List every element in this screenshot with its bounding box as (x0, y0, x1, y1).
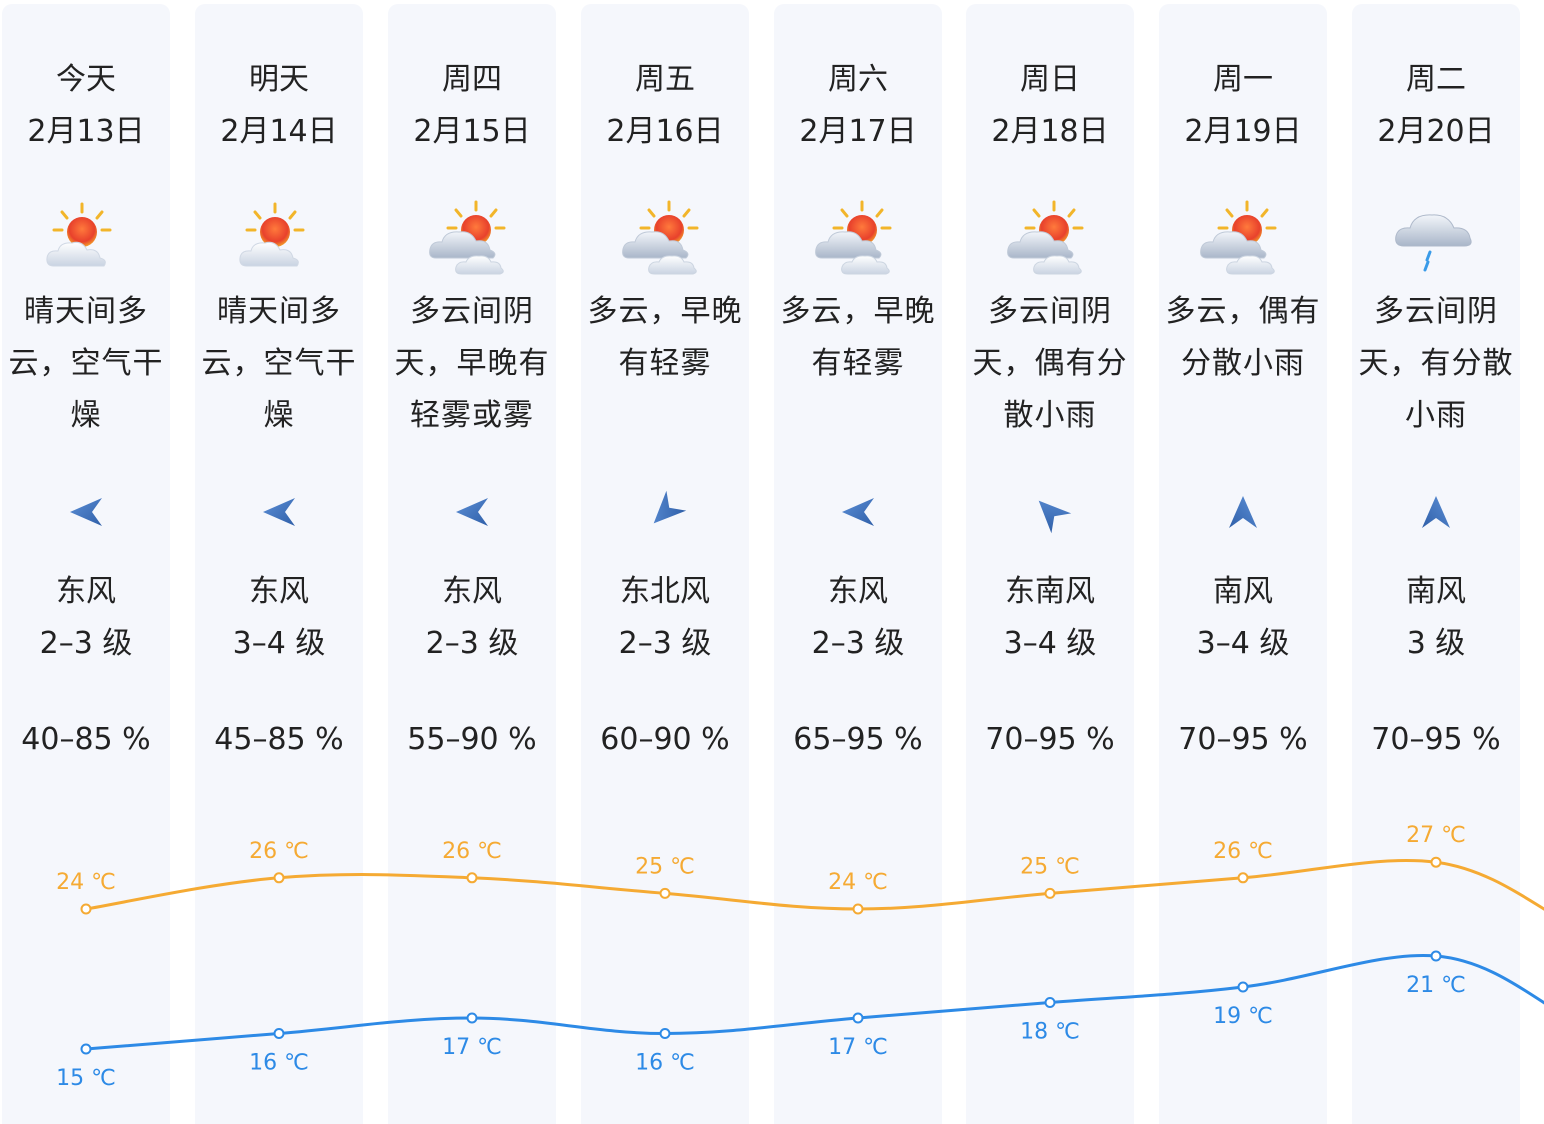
wind-direction: 东南风 (1005, 574, 1095, 609)
weather-desc-line: 有轻雾 (811, 346, 905, 381)
day-date: 2月14日 (220, 114, 338, 149)
partly-cloudy-icon (814, 200, 902, 280)
day-column[interactable]: 明天 2月14日 (195, 4, 363, 1124)
day-date: 2月13日 (27, 114, 145, 149)
humidity: 70–95 % (1371, 722, 1501, 757)
west-arrow-icon (444, 484, 500, 540)
day-name: 周四 (442, 62, 502, 97)
weather-description: 晴天间多云，空气干燥 (195, 286, 363, 442)
wind-level: 3 级 (1406, 626, 1466, 661)
wind-level: 2–3 级 (39, 626, 133, 661)
north-arrow-icon (1215, 484, 1271, 540)
southwest-arrow-icon (637, 484, 693, 540)
north-arrow-icon (1408, 484, 1464, 540)
humidity: 65–95 % (793, 722, 923, 757)
day-column[interactable]: 今天 2月13日 (2, 4, 170, 1124)
weather-desc-line: 晴天间多 (24, 294, 148, 329)
wind-direction: 东风 (828, 574, 888, 609)
humidity: 40–85 % (21, 722, 151, 757)
weather-desc-line: 多云间阴 (1374, 294, 1498, 329)
humidity: 70–95 % (1178, 722, 1308, 757)
wind-level: 2–3 级 (618, 626, 712, 661)
day-name: 周六 (828, 62, 888, 97)
day-date: 2月18日 (991, 114, 1109, 149)
day-column[interactable]: 周二 2月20日 多云间阴天，有分散小雨 (1352, 4, 1520, 1124)
day-column[interactable]: 周四 2月15日 (388, 4, 556, 1124)
wind-level: 2–3 级 (425, 626, 519, 661)
weather-description: 多云间阴天，有分散小雨 (1352, 286, 1520, 442)
day-date: 2月19日 (1184, 114, 1302, 149)
weather-desc-line: 天，有分散 (1358, 346, 1514, 381)
west-arrow-icon (830, 484, 886, 540)
weather-desc-line: 分散小雨 (1181, 346, 1305, 381)
wind-direction: 东风 (56, 574, 116, 609)
weather-desc-line: 云，空气干 (201, 346, 357, 381)
northwest-arrow-icon (1022, 484, 1078, 540)
weather-description: 晴天间多云，空气干燥 (2, 286, 170, 442)
wind-level: 3–4 级 (232, 626, 326, 661)
weather-desc-line: 天，早晚有 (394, 346, 550, 381)
weather-desc-line: 小雨 (1405, 398, 1467, 433)
wind-direction: 东风 (249, 574, 309, 609)
partly-cloudy-icon (428, 200, 516, 280)
day-name: 周一 (1213, 62, 1273, 97)
day-column[interactable]: 周六 2月17日 (774, 4, 942, 1124)
wind-direction: 东风 (442, 574, 502, 609)
day-name: 周二 (1406, 62, 1466, 97)
humidity: 55–90 % (407, 722, 537, 757)
weather-description: 多云，偶有分散小雨 (1159, 286, 1327, 390)
humidity: 70–95 % (985, 722, 1115, 757)
west-arrow-icon (58, 484, 114, 540)
wind-level: 3–4 级 (1196, 626, 1290, 661)
day-date: 2月15日 (413, 114, 531, 149)
west-arrow-icon (251, 484, 307, 540)
weather-desc-line: 多云，早晚 (587, 294, 743, 329)
wind-level: 2–3 级 (811, 626, 905, 661)
day-name: 周五 (635, 62, 695, 97)
day-name: 明天 (249, 62, 309, 97)
weather-description: 多云，早晚有轻雾 (774, 286, 942, 390)
weather-description: 多云间阴天，早晚有轻雾或雾 (388, 286, 556, 442)
sunny-cloudy-icon (235, 200, 323, 280)
weather-desc-line: 燥 (263, 398, 295, 433)
weather-description: 多云，早晚有轻雾 (581, 286, 749, 390)
partly-cloudy-icon (621, 200, 709, 280)
day-date: 2月20日 (1377, 114, 1495, 149)
humidity: 45–85 % (214, 722, 344, 757)
weather-desc-line: 天，偶有分 (972, 346, 1128, 381)
weather-desc-line: 云，空气干 (8, 346, 164, 381)
weather-desc-line: 多云，早晚 (780, 294, 936, 329)
humidity: 60–90 % (600, 722, 730, 757)
weather-desc-line: 轻雾或雾 (410, 398, 534, 433)
day-column[interactable]: 周一 2月19日 (1159, 4, 1327, 1124)
partly-cloudy-icon (1006, 200, 1094, 280)
sunny-cloudy-icon (42, 200, 130, 280)
light-rain-icon (1392, 200, 1480, 280)
wind-direction: 南风 (1213, 574, 1273, 609)
weather-desc-line: 有轻雾 (618, 346, 712, 381)
weather-desc-line: 晴天间多 (217, 294, 341, 329)
day-name: 周日 (1020, 62, 1080, 97)
day-column[interactable]: 周日 2月18日 (966, 4, 1134, 1124)
weather-desc-line: 多云，偶有 (1165, 294, 1321, 329)
weather-desc-line: 散小雨 (1003, 398, 1097, 433)
day-date: 2月16日 (606, 114, 724, 149)
wind-direction: 南风 (1406, 574, 1466, 609)
weather-desc-line: 多云间阴 (410, 294, 534, 329)
day-name: 今天 (56, 62, 116, 97)
wind-level: 3–4 级 (1003, 626, 1097, 661)
weather-desc-line: 燥 (70, 398, 102, 433)
wind-direction: 东北风 (620, 574, 710, 609)
partly-cloudy-icon (1199, 200, 1287, 280)
weather-desc-line: 多云间阴 (988, 294, 1112, 329)
weather-description: 多云间阴天，偶有分散小雨 (966, 286, 1134, 442)
day-column[interactable]: 周五 2月16日 (581, 4, 749, 1124)
day-date: 2月17日 (799, 114, 917, 149)
